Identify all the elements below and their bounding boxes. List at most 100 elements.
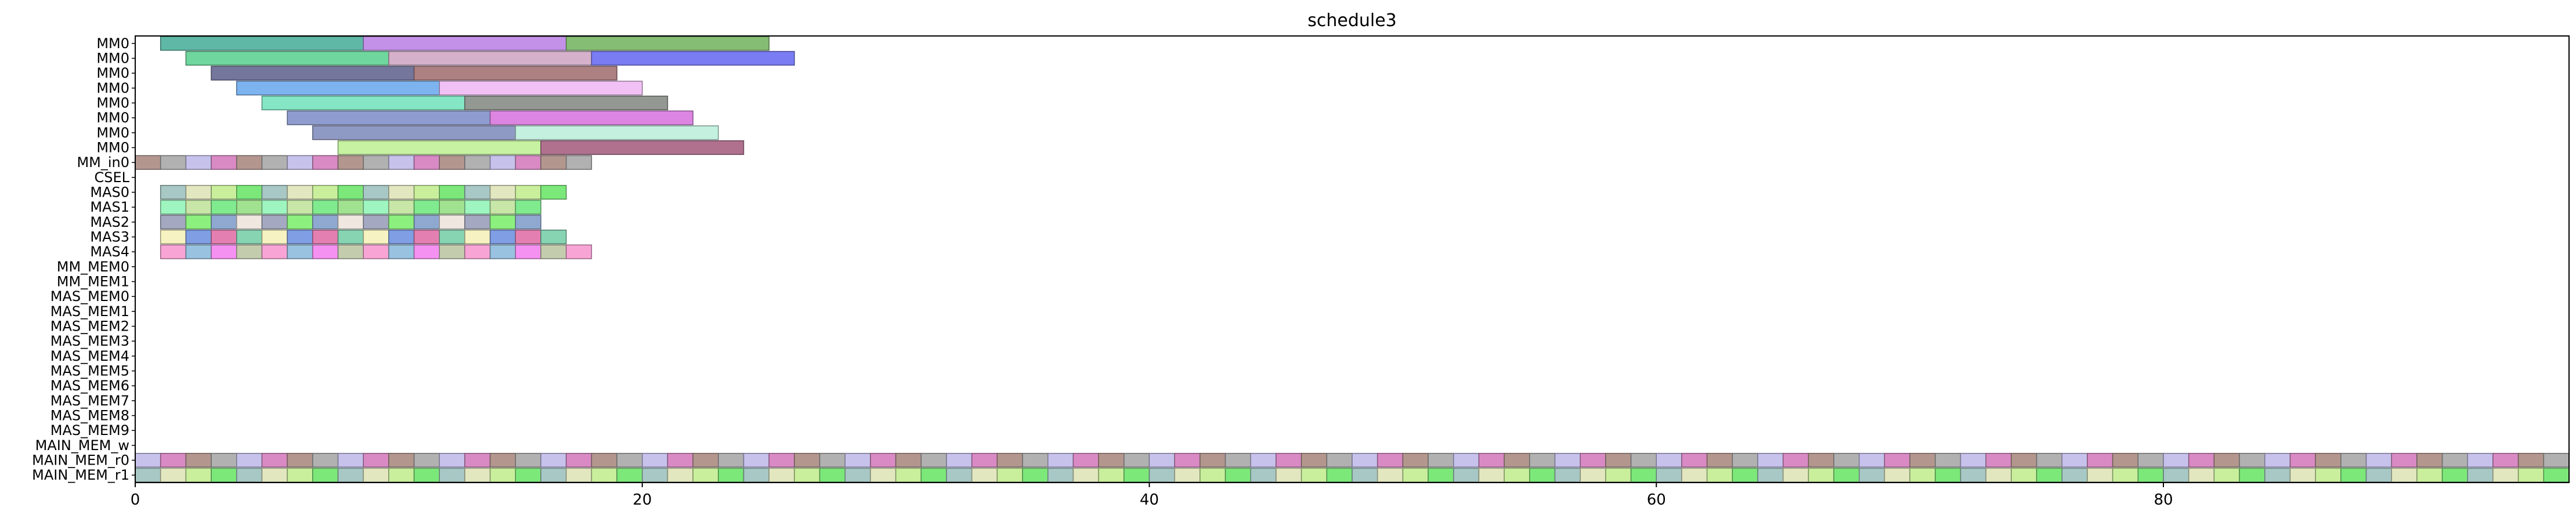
cell-bar-row29-13: [464, 467, 491, 483]
y-tick-label: MM0: [96, 50, 129, 67]
cell-bar-row28-27: [819, 452, 846, 468]
cell-bar-row28-81: [2188, 452, 2215, 468]
cell-bar-row14-3: [236, 244, 263, 259]
cell-bar-row29-4: [236, 467, 263, 483]
cell-bar-row28-64: [1757, 452, 1784, 468]
y-tick-label: MAS_MEM6: [50, 378, 129, 394]
cell-bar-row10-5: [287, 184, 313, 200]
cell-bar-row10-1: [185, 184, 212, 200]
cell-bar-row12-10: [413, 215, 440, 230]
cell-bar-row28-38: [1098, 452, 1125, 468]
cell-bar-row28-69: [1884, 452, 1910, 468]
cell-bar-row28-44: [1250, 452, 1277, 468]
y-tick-label: MAS1: [90, 199, 129, 215]
cell-bar-row13-6: [312, 229, 339, 245]
cell-bar-row14-12: [464, 244, 491, 259]
cell-bar-row8-5: [261, 155, 288, 170]
cell-bar-row29-24: [743, 467, 769, 483]
cell-bar-row28-83: [2239, 452, 2266, 468]
cell-bar-row29-10: [388, 467, 415, 483]
cell-bar-row13-10: [413, 229, 440, 245]
cell-bar-row29-71: [1935, 467, 1961, 483]
cell-bar-row13-4: [261, 229, 288, 245]
cell-bar-row28-54: [1504, 452, 1530, 468]
cell-bar-row10-11: [439, 184, 465, 200]
y-tick-label: MAS0: [90, 184, 129, 201]
cell-bar-row28-90: [2416, 452, 2443, 468]
cell-bar-row29-64: [1757, 467, 1784, 483]
cell-bar-row11-8: [363, 200, 389, 215]
cell-bar-row13-12: [464, 229, 491, 245]
cell-bar-row11-14: [515, 200, 541, 215]
cell-bar-row8-1: [160, 155, 187, 170]
cell-bar-row29-2: [185, 467, 212, 483]
cell-bar-row28-39: [1123, 452, 1150, 468]
cell-bar-row29-27: [819, 467, 846, 483]
cell-bar-row28-22: [692, 452, 719, 468]
cell-bar-row29-69: [1884, 467, 1910, 483]
cell-bar-row29-20: [642, 467, 669, 483]
cell-bar-row28-95: [2543, 452, 2570, 468]
cell-bar-row29-36: [1047, 467, 1074, 483]
cell-bar-row14-1: [185, 244, 212, 259]
cell-bar-row29-14: [489, 467, 516, 483]
cell-bar-row28-33: [971, 452, 998, 468]
cell-bar-row28-49: [1376, 452, 1404, 468]
cell-bar-row29-60: [1656, 467, 1682, 483]
cell-bar-row28-85: [2289, 452, 2316, 468]
y-tick-label: MAS_MEM7: [50, 393, 129, 409]
cell-bar-row12-12: [464, 215, 491, 230]
cell-bar-row12-8: [363, 215, 389, 230]
task-bar-row3-1: [439, 81, 643, 96]
cell-bar-row28-56: [1554, 452, 1581, 468]
cell-bar-row28-32: [946, 452, 973, 468]
cell-bar-row29-62: [1706, 467, 1733, 483]
task-bar-row3-0: [236, 81, 440, 96]
y-tick-label: MM_MEM1: [57, 274, 129, 290]
cell-bar-row8-10: [388, 155, 415, 170]
y-tick-label: MAS2: [90, 214, 129, 230]
cell-bar-row29-80: [2163, 467, 2190, 483]
cell-bar-row29-87: [2340, 467, 2367, 483]
cell-bar-row29-22: [692, 467, 719, 483]
cell-bar-row29-6: [287, 467, 313, 483]
cell-bar-row8-11: [413, 155, 440, 170]
cell-bar-row28-23: [718, 452, 745, 468]
cell-bar-row29-58: [1605, 467, 1632, 483]
cell-bar-row28-5: [261, 452, 288, 468]
cell-bar-row28-4: [236, 452, 263, 468]
cell-bar-row28-94: [2517, 452, 2545, 468]
cell-bar-row12-4: [261, 215, 288, 230]
cell-bar-row29-37: [1072, 467, 1099, 483]
y-tick-label: MM0: [96, 110, 129, 126]
cell-bar-row28-70: [1909, 452, 1936, 468]
y-tick-label: MAS_MEM8: [50, 408, 129, 424]
cell-bar-row28-74: [2011, 452, 2037, 468]
cell-bar-row14-5: [287, 244, 313, 259]
cell-bar-row29-8: [337, 467, 364, 483]
cell-bar-row12-3: [236, 215, 263, 230]
cell-bar-row11-1: [185, 200, 212, 215]
cell-bar-row13-14: [515, 229, 541, 245]
cell-bar-row29-30: [895, 467, 922, 483]
cell-bar-row29-23: [718, 467, 745, 483]
cell-bar-row29-89: [2391, 467, 2418, 483]
cell-bar-row28-75: [2036, 452, 2062, 468]
cell-bar-row28-12: [439, 452, 465, 468]
cell-bar-row28-66: [1808, 452, 1834, 468]
cell-bar-row28-0: [135, 452, 161, 468]
cell-bar-row14-7: [337, 244, 364, 259]
cell-bar-row28-72: [1960, 452, 1986, 468]
cell-bar-row28-92: [2467, 452, 2494, 468]
cell-bar-row8-0: [135, 155, 161, 170]
cell-bar-row28-63: [1732, 452, 1758, 468]
cell-bar-row13-1: [185, 229, 212, 245]
cell-bar-row14-0: [160, 244, 187, 259]
cell-bar-row28-46: [1300, 452, 1328, 468]
cell-bar-row8-4: [236, 155, 263, 170]
cell-bar-row29-77: [2087, 467, 2113, 483]
cell-bar-row29-1: [160, 467, 187, 483]
y-tick-label: MAIN_MEM_w: [35, 437, 129, 454]
cell-bar-row29-68: [1859, 467, 1885, 483]
cell-bar-row28-31: [920, 452, 947, 468]
